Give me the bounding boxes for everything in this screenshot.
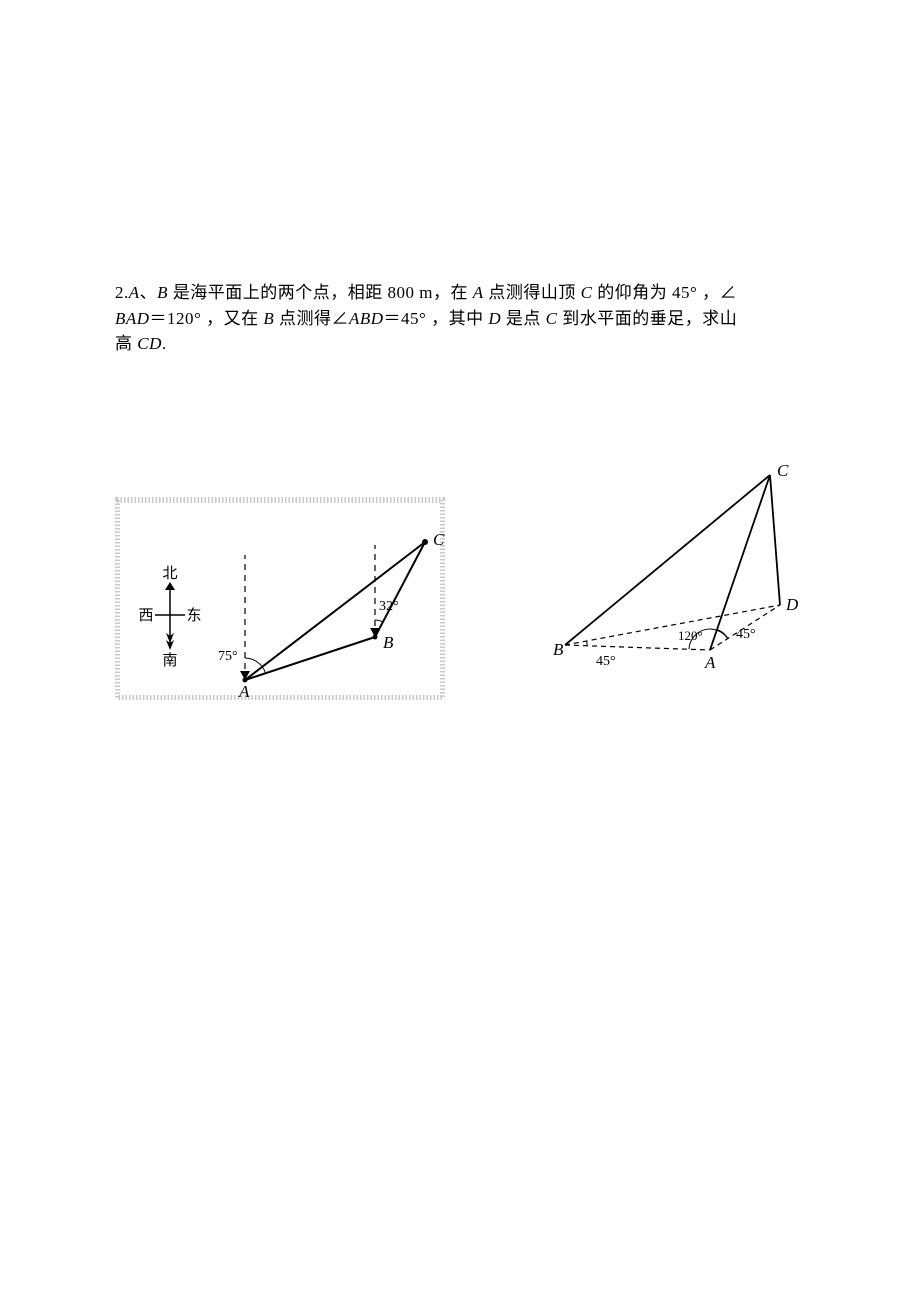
txt: 高 bbox=[115, 334, 137, 353]
label-A: A bbox=[238, 682, 250, 700]
label-120: 120° bbox=[678, 628, 703, 643]
txt: 是海平面上的两个点，相距 800 m，在 bbox=[168, 283, 473, 302]
compass-west: 西 bbox=[138, 608, 153, 624]
txt: BAD bbox=[115, 309, 150, 328]
label-C: C bbox=[777, 461, 789, 480]
txt: . bbox=[162, 334, 167, 353]
txt: ABD bbox=[349, 309, 384, 328]
txt: 是点 bbox=[501, 309, 546, 328]
problem-number: 2. bbox=[115, 283, 129, 302]
txt: ＝120° ，又在 bbox=[150, 309, 264, 328]
label-45a: 45° bbox=[736, 627, 756, 642]
figures: 北 南 西 东 A B bbox=[115, 490, 835, 730]
label-D: D bbox=[785, 595, 799, 614]
label-B: B bbox=[553, 640, 564, 659]
txt: 、 bbox=[140, 283, 158, 302]
txt: CD bbox=[137, 334, 162, 353]
txt: 点测得山顶 bbox=[484, 283, 581, 302]
txt: ＝45° ，其中 bbox=[384, 309, 489, 328]
txt: C bbox=[581, 283, 593, 302]
label-B: B bbox=[383, 633, 394, 652]
figure-bearing: 北 南 西 东 A B bbox=[115, 490, 445, 700]
txt: C bbox=[546, 309, 558, 328]
problem-statement: 2.A、B 是海平面上的两个点，相距 800 m，在 A 点测得山顶 C 的仰角… bbox=[115, 280, 825, 357]
txt: B bbox=[263, 309, 274, 328]
compass-south: 南 bbox=[162, 652, 177, 669]
compass-east: 东 bbox=[186, 607, 201, 624]
seg-BA-dash bbox=[565, 645, 710, 650]
label-C: C bbox=[433, 530, 445, 549]
seg-AC bbox=[710, 475, 770, 650]
figure-mountain: B A D C 120° 45° 45° bbox=[545, 460, 835, 690]
txt: A bbox=[129, 283, 140, 302]
txt: 到水平面的垂足，求山 bbox=[557, 309, 737, 328]
label-32: 32° bbox=[379, 599, 399, 614]
txt: A bbox=[473, 283, 484, 302]
label-45b: 45° bbox=[596, 654, 616, 669]
pt-B bbox=[373, 635, 378, 640]
txt: B bbox=[157, 283, 168, 302]
label-A: A bbox=[704, 653, 716, 672]
compass-north: 北 bbox=[162, 565, 177, 582]
label-75: 75° bbox=[218, 649, 238, 664]
txt: 的仰角为 45° ，∠ bbox=[593, 283, 738, 302]
seg-DC bbox=[770, 475, 780, 605]
txt: D bbox=[488, 309, 501, 328]
pt-C bbox=[422, 539, 428, 545]
txt: 点测得∠ bbox=[274, 309, 349, 328]
seg-BC bbox=[565, 475, 770, 645]
